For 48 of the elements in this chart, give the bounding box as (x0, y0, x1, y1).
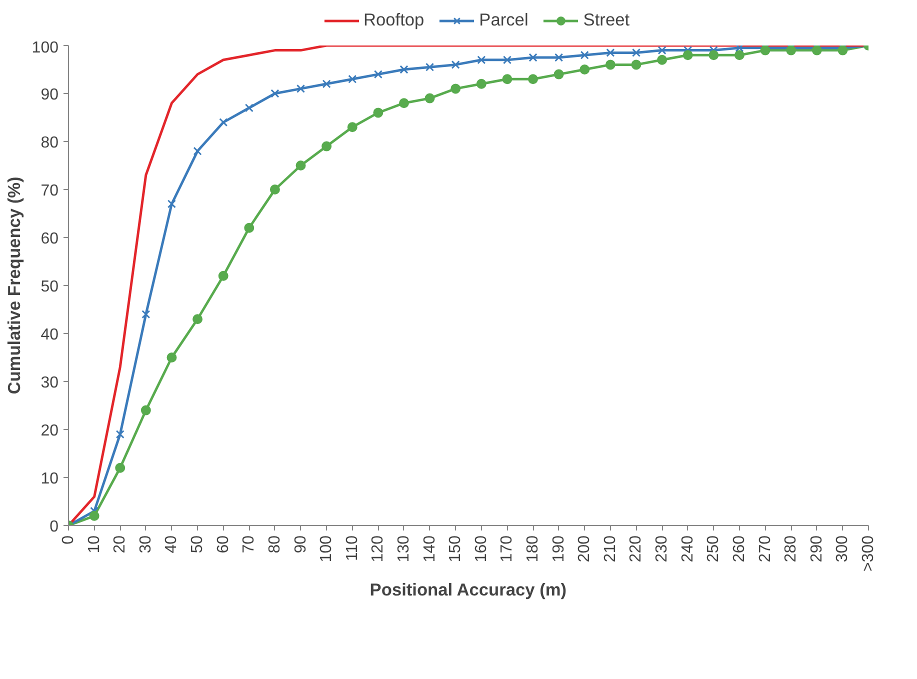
x-tick-label: 140 (421, 535, 438, 562)
y-tick-label: 30 (40, 374, 59, 392)
x-tick-label: 210 (602, 535, 619, 562)
x-tick-label: 0 (60, 535, 77, 544)
y-axis-title: Cumulative Frequency (%) (4, 176, 24, 394)
x-tick-label: >300 (860, 535, 877, 572)
x-tick-label: 200 (576, 535, 594, 562)
x-tick-label: 230 (654, 535, 671, 562)
x-tick-label: 250 (705, 535, 722, 562)
x-tick-label: 20 (112, 535, 129, 554)
y-tick-label: 50 (40, 278, 59, 296)
y-tick-label: 70 (40, 182, 59, 200)
y-tick-label: 40 (40, 326, 59, 344)
x-tick-label: 80 (266, 535, 284, 554)
x-tick-label: 180 (524, 535, 542, 562)
x-tick-label: 260 (730, 535, 748, 562)
x-tick-label: 30 (137, 535, 154, 554)
x-tick-label: 150 (447, 535, 464, 562)
x-tick-label: 170 (498, 535, 516, 562)
legend-label: Street (583, 10, 630, 30)
legend-label: Parcel (479, 10, 528, 30)
x-tick-label: 160 (472, 535, 490, 562)
x-tick-label: 280 (782, 535, 800, 562)
x-axis-title: Positional Accuracy (m) (370, 580, 567, 600)
x-tick-label: 300 (834, 535, 852, 562)
y-tick-label: 90 (40, 86, 59, 104)
x-tick-label: 240 (679, 535, 696, 562)
x-tick-label: 40 (163, 535, 180, 554)
y-tick-label: 10 (40, 470, 59, 488)
x-tick-label: 190 (550, 535, 568, 562)
legend-label: Rooftop (363, 10, 424, 30)
x-tick-label: 50 (189, 535, 206, 554)
x-tick-label: 10 (86, 535, 103, 554)
x-tick-label: 120 (370, 535, 387, 562)
y-tick-label: 60 (40, 230, 59, 248)
y-tick-label: 100 (32, 40, 59, 56)
x-tick-label: 220 (628, 535, 645, 562)
x-tick-label: 90 (292, 535, 310, 554)
y-tick-label: 0 (50, 518, 59, 536)
x-tick-label: 110 (344, 535, 361, 562)
x-tick-label: 60 (214, 535, 232, 554)
y-tick-label: 20 (40, 422, 59, 440)
x-tick-label: 270 (756, 535, 774, 562)
x-tick-label: 130 (395, 535, 412, 562)
y-tick-label: 80 (40, 134, 59, 152)
x-tick-label: 100 (318, 535, 336, 562)
x-tick-label: 70 (240, 535, 258, 554)
x-tick-label: 290 (808, 535, 826, 562)
